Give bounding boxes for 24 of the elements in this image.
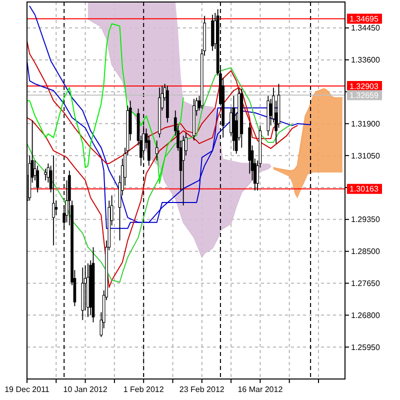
- y-tick-label: 1.25950: [351, 342, 380, 352]
- y-tick-label: 1.26800: [351, 310, 380, 320]
- y-tick-label: 1.28500: [351, 247, 380, 256]
- ref-line-label: 1.32659: [350, 90, 379, 100]
- x-tick-label: 10 Jan 2012: [63, 385, 108, 394]
- x-tick-label: 16 Mar 2012: [238, 385, 284, 394]
- ref-line-label: 1.32903: [350, 82, 379, 91]
- x-tick-label: 19 Dec 2011: [4, 385, 50, 394]
- y-tick-label: 1.27650: [351, 279, 380, 288]
- y-tick-label: 1.31050: [351, 151, 380, 160]
- candlestick: [182, 135, 185, 206]
- y-tick-label: 1.34450: [351, 24, 380, 33]
- candlestick: [155, 140, 158, 161]
- y-tick-label: 1.33600: [351, 56, 380, 65]
- line-series: [27, 67, 292, 283]
- y-tick-label: 1.31900: [351, 119, 380, 128]
- line-series: [27, 23, 184, 184]
- candlestick: [44, 168, 47, 181]
- x-tick-label: 1 Feb 2012: [123, 385, 164, 394]
- candlestick: [52, 155, 55, 246]
- ref-line-label: 1.34695: [350, 14, 379, 24]
- ref-line-label: 1.30163: [350, 184, 379, 194]
- x-tick-label: 23 Feb 2012: [179, 385, 225, 394]
- y-tick-label: 1.29350: [351, 215, 380, 224]
